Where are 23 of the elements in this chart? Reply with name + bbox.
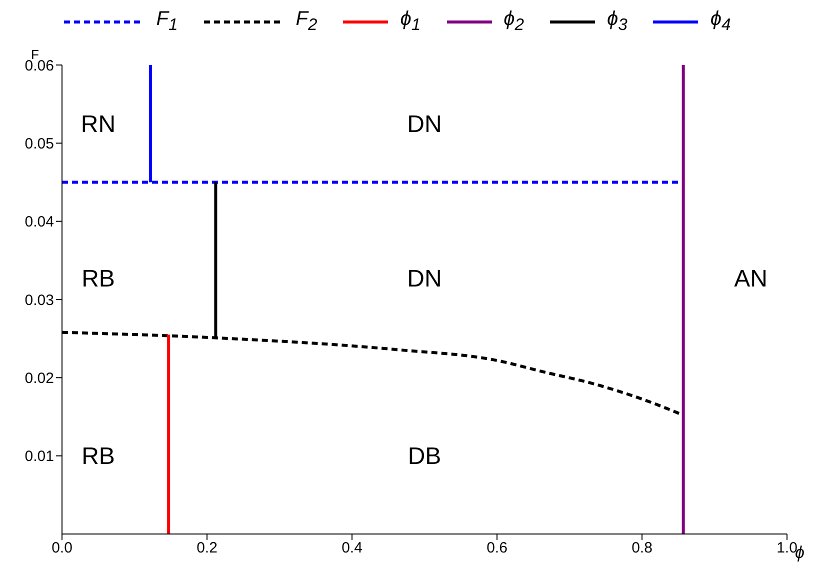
y-tick-label: 0.03 bbox=[24, 292, 54, 309]
x-tick-label: 0.4 bbox=[342, 540, 362, 557]
annotation: RB bbox=[82, 443, 115, 470]
legend-label: F$_{2}$ bbox=[296, 8, 318, 35]
y-tick-label: 0.02 bbox=[24, 370, 54, 387]
annotation: DN bbox=[407, 265, 442, 292]
legend-label: ϕ$_{1}$ bbox=[400, 8, 421, 35]
annotation: RB bbox=[82, 265, 115, 292]
legend-label: ϕ$_{2}$ bbox=[504, 8, 524, 35]
x-tick-label: 0.6 bbox=[486, 540, 508, 557]
annotation: DB bbox=[408, 443, 442, 470]
legend-label: ϕ$_{3}$ bbox=[606, 8, 628, 35]
y-tick-label: 0.05 bbox=[24, 135, 54, 152]
annotation: AN bbox=[734, 265, 768, 292]
annotation: RN bbox=[80, 110, 116, 138]
legend-label: ϕ$_{4}$ bbox=[710, 8, 731, 35]
annotation: DN bbox=[407, 110, 442, 138]
x-tick-label: 0.8 bbox=[632, 540, 652, 557]
y-tick-label: 0.04 bbox=[24, 214, 54, 231]
y-tick-label: 0.01 bbox=[24, 448, 54, 466]
legend-label: F$_{1}$ bbox=[156, 8, 178, 35]
x-tick-label: 0.0 bbox=[52, 540, 72, 557]
x-tick-label: 0.2 bbox=[196, 540, 218, 557]
